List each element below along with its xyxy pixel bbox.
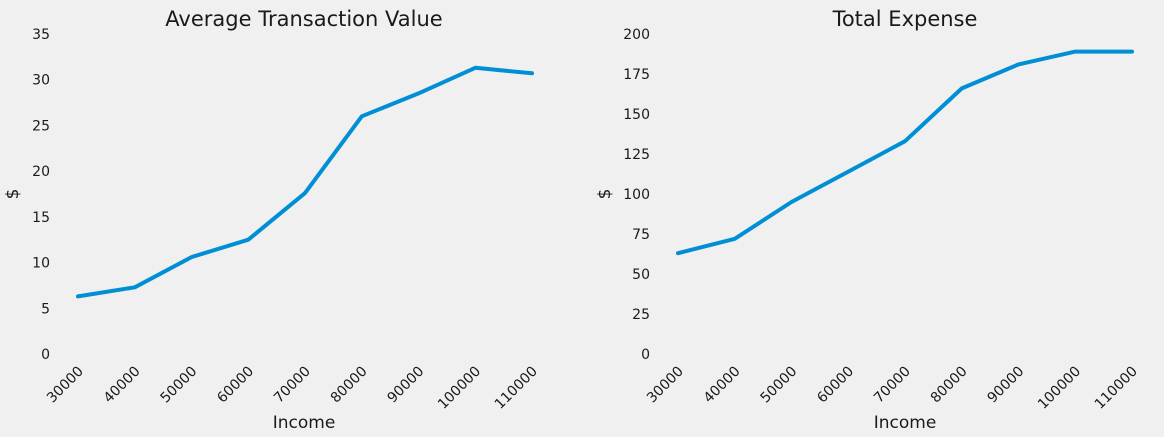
x-tick-label: 110000	[1092, 364, 1141, 413]
y-tick-label: 50	[632, 267, 650, 283]
y-tick-label: 20	[32, 164, 50, 180]
series-line	[676, 49, 1134, 256]
y-tick-label: 125	[623, 147, 650, 163]
y-tick-label: 100	[623, 187, 650, 203]
x-axis-label: Income	[874, 413, 937, 433]
x-axis-label: Income	[273, 413, 336, 433]
y-tick-label: 0	[641, 347, 650, 363]
x-tick-label: 90000	[985, 364, 1028, 407]
x-tick-label: 50000	[758, 364, 801, 407]
y-tick-label: 200	[623, 27, 650, 43]
x-tick-label: 100000	[1035, 364, 1084, 413]
x-tick-label: 30000	[644, 364, 687, 407]
y-tick-label: 0	[41, 347, 50, 363]
y-tick-label: 150	[623, 107, 650, 123]
y-tick-label: 35	[32, 27, 50, 43]
y-tick-label: 30	[32, 73, 50, 89]
series-line	[76, 65, 534, 299]
y-axis-label: $	[3, 189, 23, 200]
y-tick-label: 175	[623, 67, 650, 83]
y-tick-label: 25	[632, 307, 650, 323]
y-tick-label: 15	[32, 210, 50, 226]
x-tick-label: 80000	[928, 364, 971, 407]
x-tick-label: 70000	[871, 364, 914, 407]
chart-title: Average Transaction Value	[165, 7, 442, 31]
x-tick-label: 60000	[814, 364, 857, 407]
chart-title: Total Expense	[832, 7, 978, 31]
y-tick-label: 25	[32, 118, 50, 134]
y-tick-label: 5	[41, 301, 50, 317]
x-tick-label: 40000	[701, 364, 744, 407]
y-tick-label: 75	[632, 227, 650, 243]
y-axis-label: $	[595, 189, 615, 200]
y-tick-label: 10	[32, 256, 50, 272]
